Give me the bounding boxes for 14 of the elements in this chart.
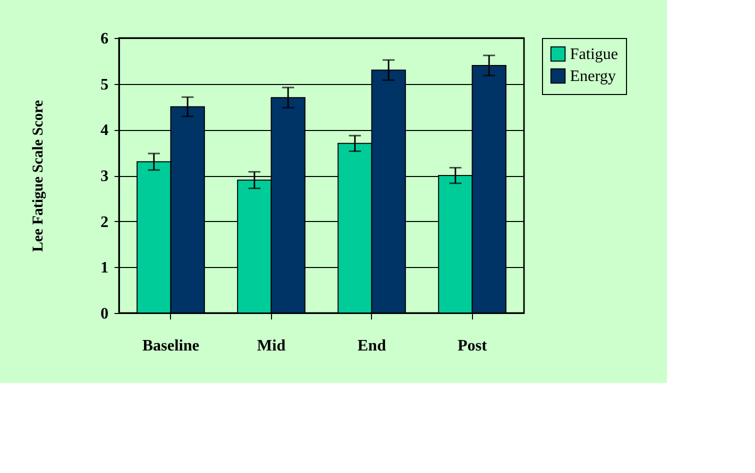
y-tick-label: 2 xyxy=(100,214,108,231)
y-tick-label: 0 xyxy=(100,306,108,322)
y-tick-label: 5 xyxy=(100,76,108,94)
legend-label: Fatigue xyxy=(570,46,618,63)
legend-label: Energy xyxy=(570,68,616,85)
x-tick-label: Mid xyxy=(257,338,286,354)
y-tick-label: 3 xyxy=(100,168,108,185)
y-tick-label: 4 xyxy=(100,122,108,140)
y-tick-label: 6 xyxy=(100,30,108,48)
x-tick-label: Post xyxy=(458,338,488,354)
y-axis-title: Lee Fatigue Scale Score xyxy=(30,100,46,252)
x-tick-label: End xyxy=(358,338,386,354)
y-tick-label: 1 xyxy=(100,260,108,277)
x-tick-label: Baseline xyxy=(142,338,200,354)
